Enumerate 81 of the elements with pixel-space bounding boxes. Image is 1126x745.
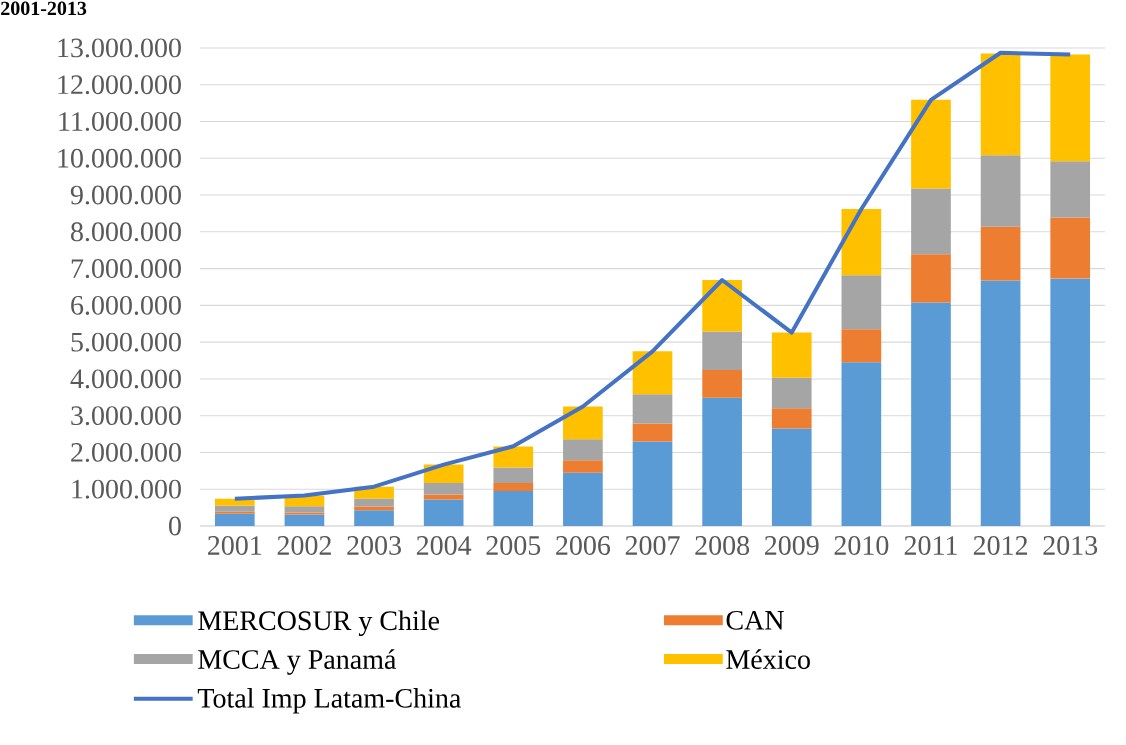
y-tick-label: 13.000.000 (58, 38, 181, 58)
x-tick-label: 2006 (556, 536, 611, 555)
bar (771, 408, 812, 429)
bar (214, 511, 255, 514)
x-tick-label: 2002 (277, 536, 331, 555)
bar (1050, 278, 1091, 526)
bar (841, 329, 882, 363)
x-tick-label: 2003 (347, 536, 401, 555)
bar (980, 53, 1021, 156)
bar (1050, 161, 1091, 218)
bar (354, 498, 394, 507)
legend-label: MCCA y Panamá (198, 649, 397, 675)
legend-label: México (726, 649, 810, 669)
bar (284, 506, 325, 513)
bar (841, 362, 882, 526)
x-tick-label: 2004 (416, 536, 472, 555)
bar (771, 332, 812, 378)
bar (1050, 217, 1091, 279)
bar (493, 482, 534, 492)
y-tick-label: 1.000.000 (72, 479, 181, 499)
y-tick-label: 11.000.000 (59, 112, 181, 132)
y-tick-label: 5.000.000 (71, 332, 181, 352)
x-tick-label: 2001 (208, 536, 262, 555)
bar (493, 491, 534, 526)
bar (911, 99, 951, 189)
bar (911, 302, 951, 526)
y-tick-label: 12.000.000 (58, 75, 181, 95)
legend-label: CAN (726, 610, 784, 630)
legend-label: Total Imp Latam-China (197, 688, 461, 714)
x-tick-label: 2009 (764, 536, 819, 555)
bar (632, 394, 673, 424)
x-tick-label: 2011 (904, 536, 957, 555)
bar (563, 472, 603, 526)
bar (563, 439, 603, 461)
x-tick-label: 2010 (834, 536, 889, 555)
bar (214, 513, 255, 526)
y-tick-label: 10.000.000 (58, 148, 181, 168)
bar (911, 254, 951, 303)
bar (911, 188, 951, 255)
bar (980, 226, 1021, 281)
bar (1050, 54, 1091, 162)
bar (841, 209, 882, 276)
y-tick-label: 4.000.000 (70, 369, 181, 389)
bar (702, 331, 742, 371)
line-series (232, 50, 1073, 501)
bar (354, 510, 394, 526)
bar (493, 446, 534, 468)
bar (771, 377, 812, 409)
x-tick-label: 2007 (625, 536, 680, 555)
bar (284, 514, 325, 526)
y-tick-label: 8.000.000 (71, 222, 181, 242)
x-tick-label: 2013 (1043, 536, 1098, 555)
bar (980, 155, 1021, 227)
y-tick-label: 7.000.000 (71, 259, 181, 279)
y-tick-label: 3.000.000 (71, 406, 181, 426)
chart-title: 2001-2013 (1, 1, 87, 16)
bar (771, 428, 812, 526)
x-tick-label: 2005 (486, 536, 541, 555)
bar (214, 498, 255, 506)
bar (702, 397, 742, 526)
bar (284, 512, 325, 515)
y-tick-label: 0 (169, 516, 181, 536)
bar (493, 467, 534, 483)
y-tick-label: 9.000.000 (70, 185, 181, 205)
bar (563, 406, 603, 440)
y-tick-label: 2.000.000 (71, 442, 181, 462)
bar (632, 351, 673, 395)
bar (980, 280, 1021, 526)
bar (423, 482, 464, 495)
bar (214, 505, 255, 512)
y-tick-label: 6.000.000 (71, 295, 181, 315)
legend-label: MERCOSUR y Chile (198, 610, 440, 636)
x-tick-label: 2008 (695, 536, 750, 555)
bar (423, 494, 464, 500)
bar (841, 275, 882, 330)
bar (632, 441, 673, 526)
x-tick-label: 2012 (973, 536, 1028, 555)
bar (632, 423, 673, 442)
bar (423, 499, 464, 526)
bar (563, 460, 603, 473)
bar (702, 370, 742, 398)
